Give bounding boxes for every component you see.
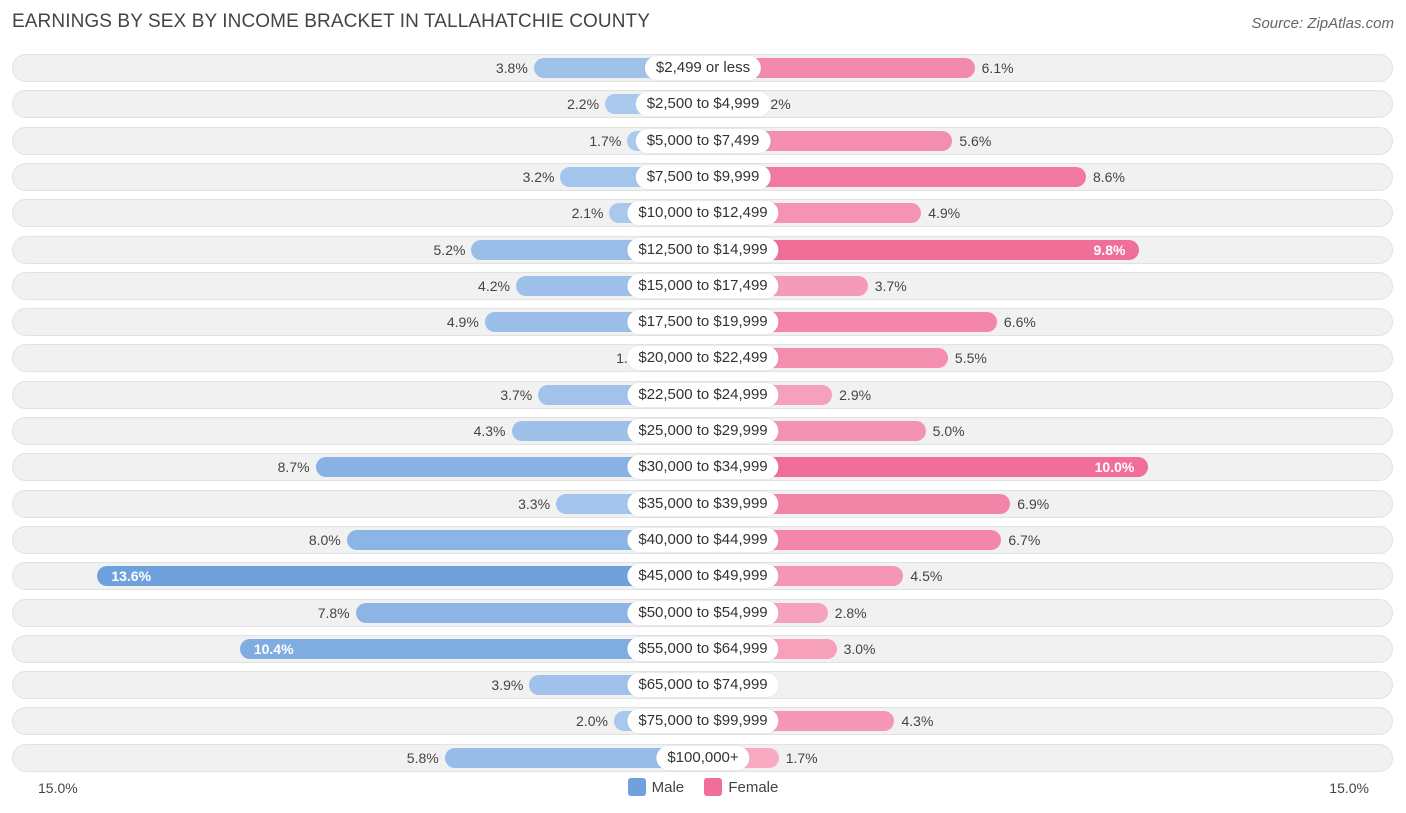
bar-male[interactable] (315, 457, 703, 478)
value-label-male: 10.4% (253, 640, 294, 657)
value-label-male: 8.7% (277, 459, 310, 476)
value-label-male: 3.7% (500, 386, 533, 403)
category-label: $12,500 to $14,999 (627, 237, 779, 262)
value-label-male: 5.8% (406, 749, 439, 766)
value-label-male: 2.0% (576, 713, 608, 730)
category-label: $22,500 to $24,999 (627, 382, 779, 407)
value-label-male: 4.2% (478, 277, 510, 294)
value-label-male: 1.7% (589, 132, 622, 149)
value-label-female: 2.8% (834, 604, 867, 621)
value-label-female: 4.3% (901, 713, 934, 730)
legend-swatch-female (704, 778, 723, 796)
legend-item-female[interactable]: Female (704, 778, 778, 796)
value-label-male: 2.2% (567, 96, 600, 113)
category-label: $65,000 to $74,999 (627, 673, 779, 698)
value-label-male: 7.8% (317, 604, 350, 621)
value-label-female: 4.5% (910, 568, 943, 585)
category-label: $15,000 to $17,499 (627, 273, 779, 298)
value-label-female: 10.0% (1094, 459, 1135, 476)
category-label: $10,000 to $12,499 (627, 201, 779, 226)
category-label: $100,000+ (656, 745, 750, 770)
value-label-male: 2.1% (571, 205, 604, 222)
category-label: $50,000 to $54,999 (627, 600, 779, 625)
bar-male[interactable] (97, 566, 703, 587)
value-label-female: 5.6% (959, 132, 992, 149)
bar-female[interactable] (703, 457, 1149, 478)
value-label-male: 4.3% (473, 423, 506, 439)
value-label-male: 13.6% (111, 568, 152, 585)
legend-label-female: Female (728, 778, 779, 796)
category-label: $5,000 to $7,499 (635, 128, 771, 153)
category-label: $17,500 to $19,999 (627, 310, 779, 335)
value-label-female: 2.9% (839, 386, 872, 403)
category-label: $7,500 to $9,999 (635, 164, 771, 189)
value-label-male: 3.9% (491, 677, 524, 694)
value-label-female: 6.7% (1008, 531, 1041, 548)
category-label: $2,500 to $4,999 (635, 92, 771, 117)
value-label-female: 5.0% (932, 423, 965, 439)
bar-female[interactable] (703, 493, 1011, 514)
bar-male[interactable] (346, 529, 703, 550)
bar-female[interactable] (703, 166, 1086, 187)
bar-male[interactable] (239, 638, 703, 659)
value-label-female: 6.9% (1017, 495, 1050, 512)
value-label-male: 3.3% (518, 495, 551, 512)
value-label-male: 8.0% (308, 531, 341, 548)
bar-male[interactable] (444, 747, 703, 768)
bar-female[interactable] (703, 58, 975, 78)
legend-swatch-male (627, 778, 646, 796)
category-label: $2,499 or less (644, 56, 762, 80)
value-label-female: 3.7% (874, 277, 907, 294)
bar-female[interactable] (703, 239, 1140, 260)
value-label-male: 3.2% (522, 168, 555, 185)
value-label-female: 6.1% (981, 60, 1014, 76)
category-label: $55,000 to $64,999 (627, 636, 779, 661)
legend-label-male: Male (651, 778, 685, 796)
value-label-female: 6.6% (1003, 314, 1036, 331)
value-label-female: 1.7% (785, 749, 818, 766)
chart-source: Source: ZipAtlas.com (1251, 15, 1394, 32)
value-label-female: 8.6% (1092, 168, 1125, 185)
value-label-female: 9.8% (1093, 241, 1126, 258)
axis-right-label: 15.0% (1329, 780, 1369, 796)
category-label: $35,000 to $39,999 (627, 491, 779, 516)
category-label: $25,000 to $29,999 (627, 419, 779, 443)
bar-male[interactable] (355, 602, 703, 623)
category-label: $75,000 to $99,999 (627, 709, 779, 734)
value-label-male: 4.9% (446, 314, 479, 331)
category-label: $45,000 to $49,999 (627, 564, 779, 589)
category-label: $40,000 to $44,999 (627, 527, 779, 552)
value-label-male: 3.8% (495, 60, 528, 76)
legend: Male Female (0, 778, 1406, 800)
value-label-female: 5.5% (954, 350, 987, 367)
category-label: $30,000 to $34,999 (627, 455, 779, 480)
legend-item-male[interactable]: Male (627, 778, 685, 796)
value-label-male: 5.2% (433, 241, 466, 258)
axis-left-label: 15.0% (38, 780, 78, 796)
chart-title: EARNINGS BY SEX BY INCOME BRACKET IN TAL… (12, 11, 651, 32)
category-label: $20,000 to $22,499 (627, 346, 779, 371)
value-label-female: 4.9% (928, 205, 961, 222)
value-label-female: 3.0% (843, 640, 876, 657)
